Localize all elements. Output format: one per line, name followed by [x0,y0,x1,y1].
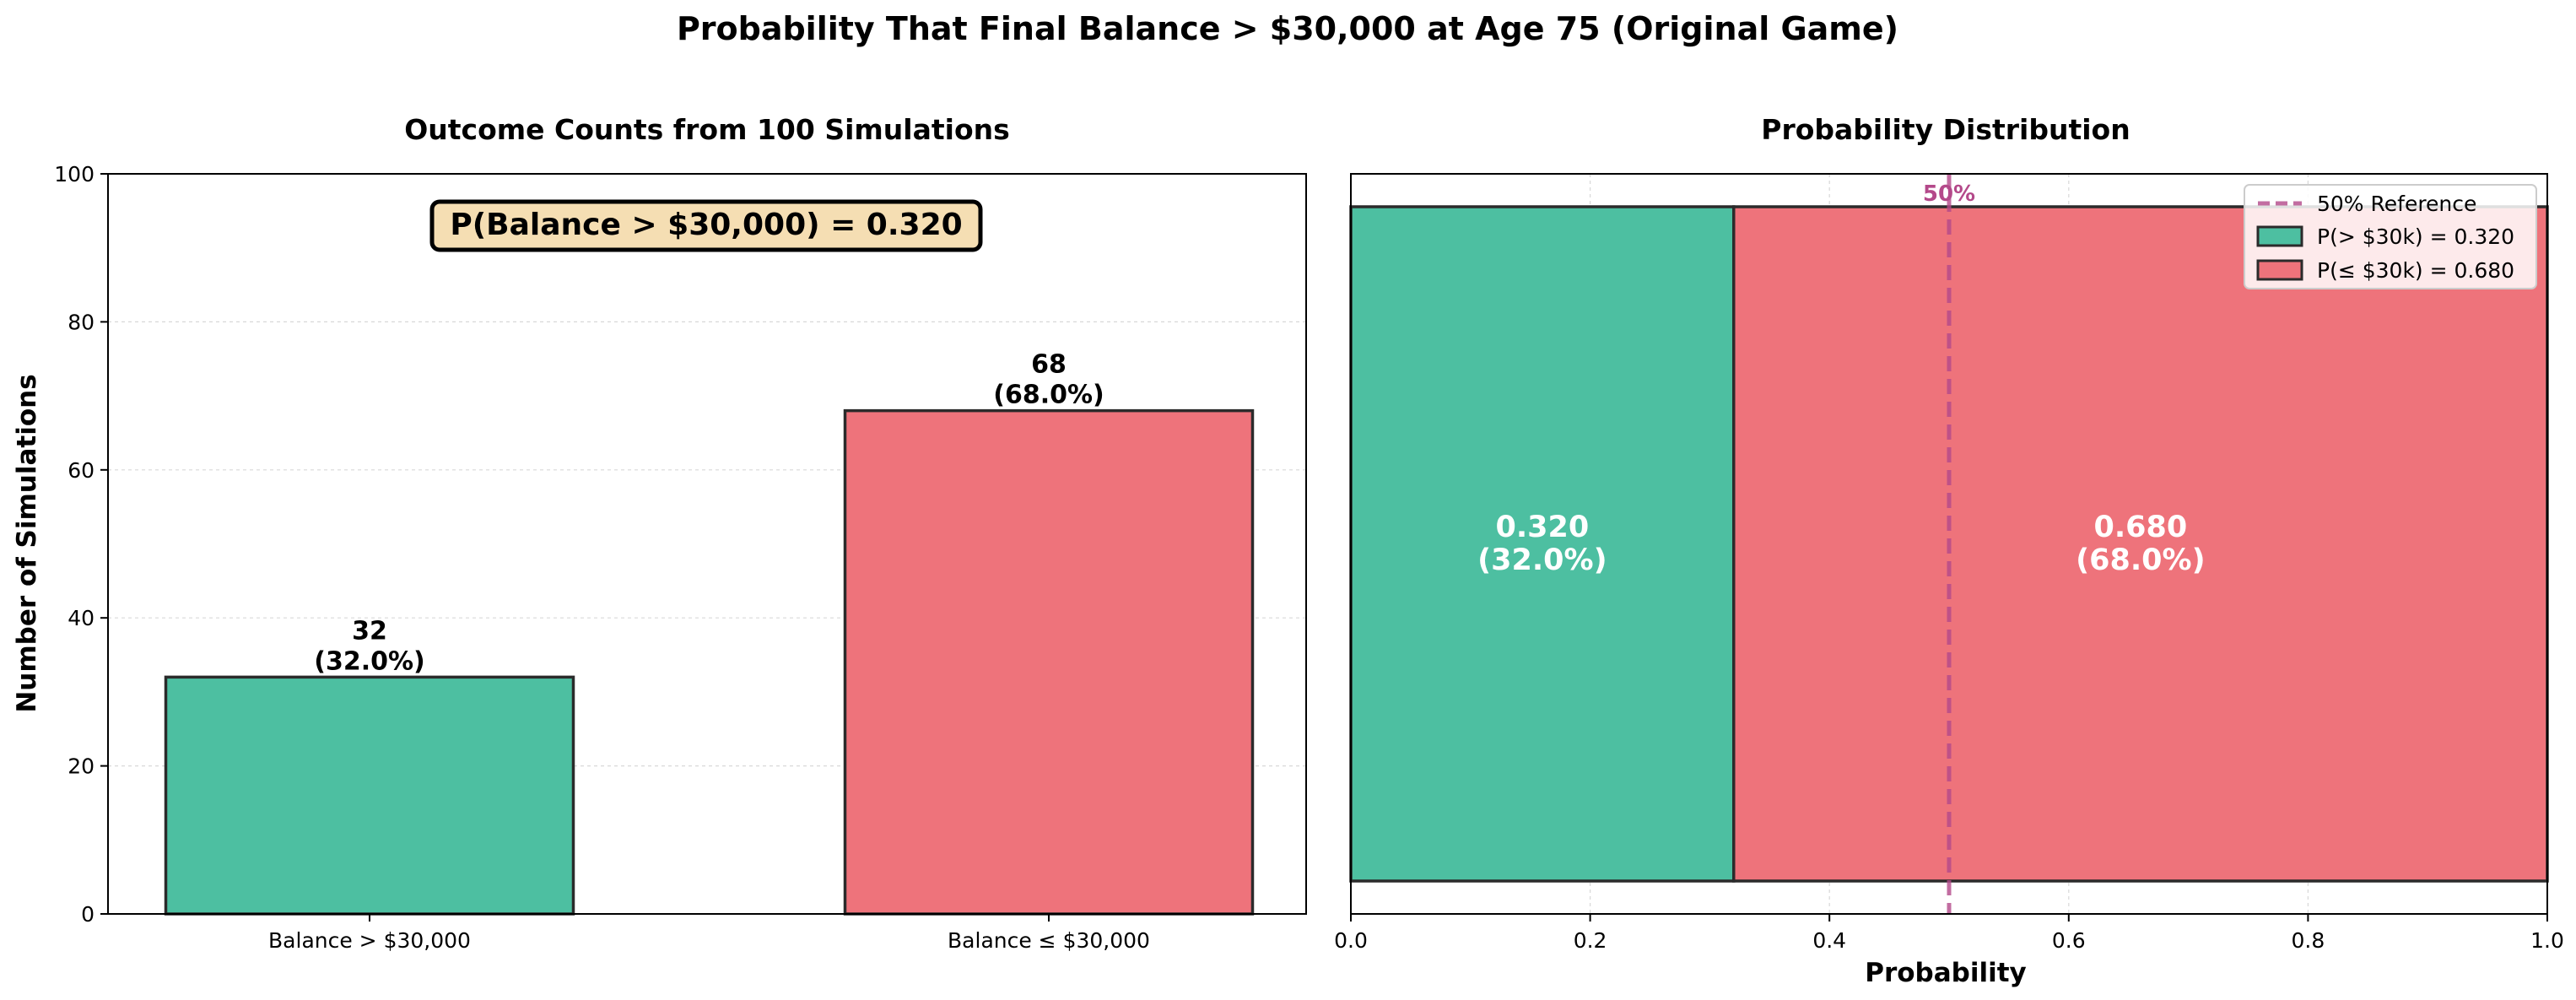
y-tick-label: 100 [54,162,95,186]
legend-reference-label: 50% Reference [2317,192,2476,216]
x-tick-label: 0.0 [1334,928,1368,953]
left-chart-title: Outcome Counts from 100 Simulations [404,113,1010,146]
x-tick-label: 1.0 [2530,928,2564,953]
right-x-axis-label: Probability [1865,958,2027,988]
bar-value-label: 68 (68.0%) [993,350,1104,410]
reference-line-label: 50% [1923,181,1975,207]
probability-annotation-box [429,199,983,252]
y-tick-label: 20 [68,754,95,779]
x-tick-label: 0.6 [2052,928,2086,953]
axes-frame [1350,173,2548,915]
bar-value-label: 32 (32.0%) [314,616,425,676]
bar [843,408,1255,916]
axes-frame [107,173,1307,915]
probability-segment [1349,205,1736,883]
left-plot-area: 32 (32.0%) Balance > $30,000 68 (68.0%) Balan… [54,162,1307,953]
legend-swatch [2256,259,2303,281]
right-plot-area: 0.320 (32.0%) 0.680 (68.0%) 50% 0.0 0.2 0.4 0.6 0… [1334,173,2564,953]
y-tick-label: 40 [68,606,95,630]
y-tick-label: 60 [68,458,95,483]
probability-distribution-chart: Probability Distribution Probability 0.3… [1334,113,2564,988]
legend-label: P(> $30k) = 0.320 [2317,224,2514,249]
probability-annotation: P(Balance > $30,000) = 0.320 [450,208,962,242]
left-y-axis-label: Number of Simulations [12,374,42,712]
right-chart-title: Probability Distribution [1761,113,2130,146]
y-tick-label: 80 [68,310,95,334]
x-tick-label: 0.8 [2292,928,2325,953]
segment-value-label: 0.320 (32.0%) [1477,511,1607,577]
segment-value-label: 0.680 (68.0%) [2076,511,2205,577]
x-tick-label: 0.4 [1812,928,1846,953]
legend-swatch [2256,225,2303,247]
legend: 50% Reference P(> $30k) = 0.320 P(≤ $30k) … [2244,184,2537,289]
outcome-counts-chart: Outcome Counts from 100 Simulations Numb… [12,113,1307,953]
x-tick-label: 0.2 [1574,928,1607,953]
y-tick-label: 0 [81,902,95,927]
x-tick-label: Balance > $30,000 [268,928,471,953]
legend-box [2244,184,2537,289]
figure-title: Probability That Final Balance > $30,000… [677,10,1898,47]
x-tick-label: Balance ≤ $30,000 [948,928,1150,953]
legend-label: P(≤ $30k) = 0.680 [2317,258,2514,283]
bar [164,675,575,916]
